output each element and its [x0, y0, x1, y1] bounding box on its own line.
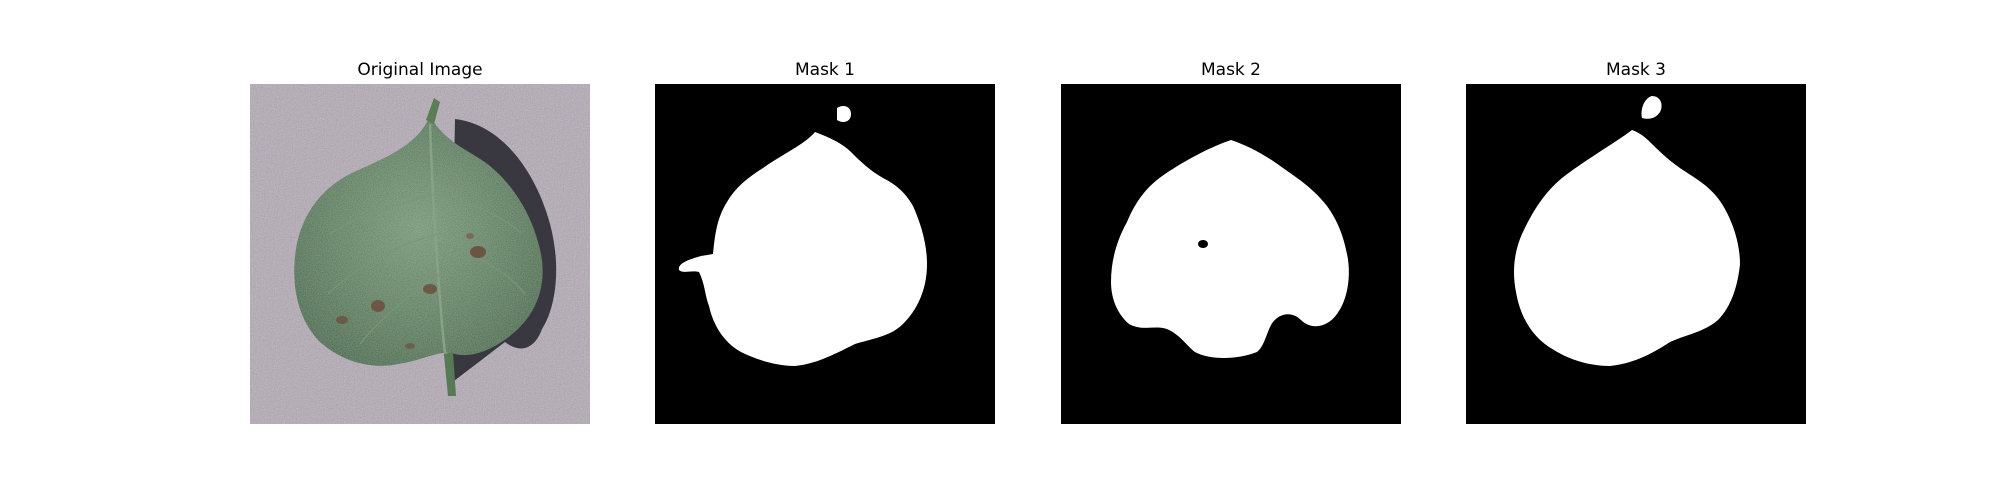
- mask-3-leaf: [1514, 130, 1740, 366]
- panel-title-mask-3: Mask 3: [1605, 60, 1666, 80]
- leaf-stem: [444, 352, 456, 396]
- panel-title-original-image: Original Image: [357, 60, 483, 80]
- mask-2-image: [1061, 84, 1401, 424]
- mask-3-image: [1466, 84, 1806, 424]
- panel-title-mask-2: Mask 2: [1200, 60, 1261, 80]
- panel-mask-3: Mask 3: [1466, 58, 1806, 424]
- mask-1-leaf: [678, 132, 927, 366]
- mask-2-leaf: [1111, 140, 1349, 358]
- mask-2-hole: [1198, 240, 1208, 248]
- panel-title-mask-1: Mask 1: [794, 60, 855, 80]
- panel-original-image: Original Image: [250, 58, 590, 424]
- panel-mask-2: Mask 2: [1061, 58, 1401, 424]
- original-image: [250, 84, 590, 424]
- lesion: [470, 246, 486, 258]
- panel-mask-1: Mask 1: [655, 58, 995, 424]
- mask-1-image: [655, 84, 995, 424]
